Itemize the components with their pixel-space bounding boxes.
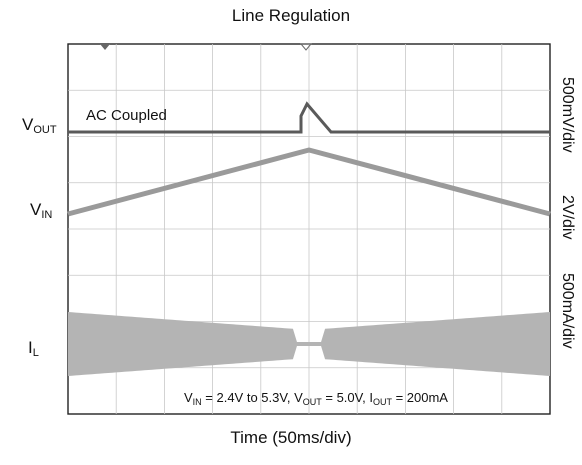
- traces: [67, 101, 551, 376]
- test-conditions: VIN = 2.4V to 5.3V, VOUT = 5.0V, IOUT = …: [184, 390, 448, 407]
- vout-label: VOUT: [22, 115, 57, 136]
- trigger-marker-center: [299, 43, 313, 51]
- il-scale: 500mA/div: [559, 273, 576, 349]
- il-trace: [68, 312, 550, 376]
- vin-trace: [67, 147, 551, 217]
- vin-label: VIN: [30, 200, 53, 221]
- vout-scale: 500mV/div: [559, 77, 576, 153]
- vin-scale: 2V/div: [559, 195, 576, 240]
- il-label: IL: [28, 338, 39, 359]
- ac-coupled-label: AC Coupled: [86, 107, 167, 124]
- x-axis-label: Time (50ms/div): [230, 428, 352, 447]
- vout-trace: [68, 101, 550, 134]
- chart-title: Line Regulation: [231, 6, 351, 25]
- markers: [100, 43, 313, 51]
- grid: [68, 44, 550, 414]
- trigger-marker-top: [100, 44, 110, 50]
